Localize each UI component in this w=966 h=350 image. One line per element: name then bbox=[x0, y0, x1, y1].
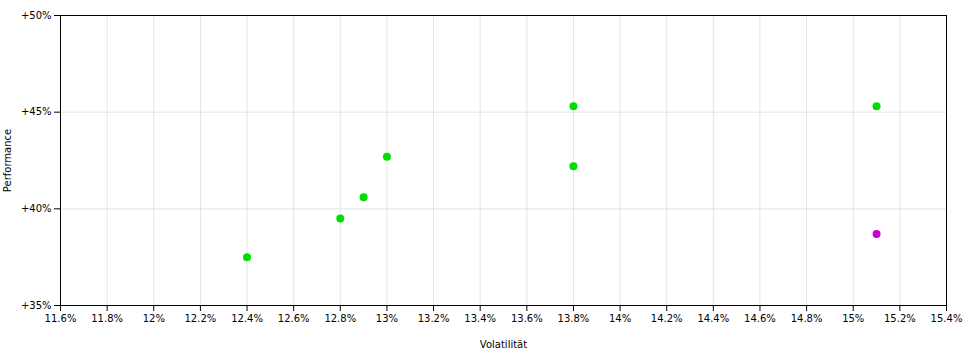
svg-text:14.4%: 14.4% bbox=[697, 313, 729, 324]
svg-text:15%: 15% bbox=[842, 313, 864, 324]
svg-text:11.8%: 11.8% bbox=[91, 313, 123, 324]
svg-text:12.2%: 12.2% bbox=[185, 313, 217, 324]
svg-text:+35%: +35% bbox=[21, 300, 52, 311]
svg-text:+40%: +40% bbox=[21, 203, 52, 214]
svg-text:13.2%: 13.2% bbox=[418, 313, 450, 324]
svg-text:14.6%: 14.6% bbox=[744, 313, 776, 324]
svg-text:Performance: Performance bbox=[2, 129, 13, 192]
svg-text:12.4%: 12.4% bbox=[231, 313, 263, 324]
svg-text:12.8%: 12.8% bbox=[324, 313, 356, 324]
svg-text:12%: 12% bbox=[143, 313, 165, 324]
svg-text:13.8%: 13.8% bbox=[558, 313, 590, 324]
svg-text:15.4%: 15.4% bbox=[931, 313, 963, 324]
svg-text:Volatilität: Volatilität bbox=[480, 339, 527, 350]
svg-text:14.2%: 14.2% bbox=[651, 313, 683, 324]
svg-text:15.2%: 15.2% bbox=[884, 313, 916, 324]
svg-text:13.4%: 13.4% bbox=[464, 313, 496, 324]
svg-text:13.6%: 13.6% bbox=[511, 313, 543, 324]
svg-text:+45%: +45% bbox=[21, 106, 52, 117]
svg-text:11.6%: 11.6% bbox=[45, 313, 77, 324]
svg-text:+50%: +50% bbox=[21, 10, 52, 21]
svg-text:14.8%: 14.8% bbox=[791, 313, 823, 324]
svg-text:12.6%: 12.6% bbox=[278, 313, 310, 324]
svg-text:13%: 13% bbox=[376, 313, 398, 324]
svg-text:14%: 14% bbox=[609, 313, 631, 324]
